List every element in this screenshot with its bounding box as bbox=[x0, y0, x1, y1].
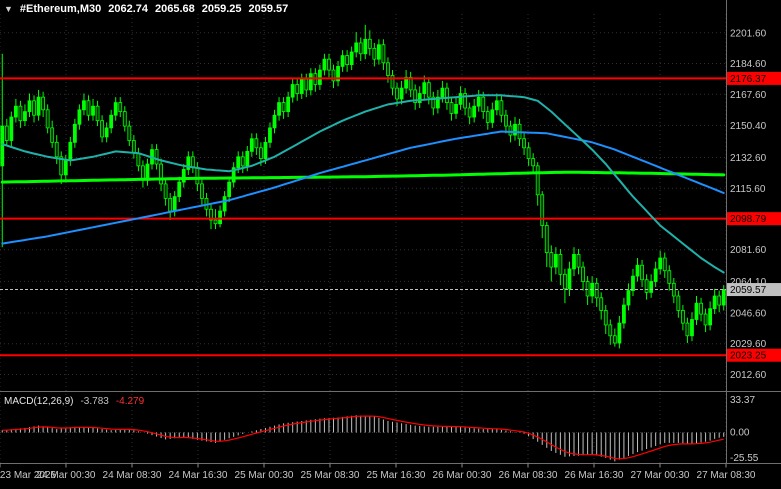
time-tick-label: 27 Mar 00:30 bbox=[631, 470, 690, 481]
time-tick-label: 26 Mar 16:30 bbox=[565, 470, 624, 481]
ma-mid-blue bbox=[1, 130, 725, 245]
time-tick-label: 23 Mar 2026 bbox=[0, 470, 57, 481]
time-tick-label: 25 Mar 00:30 bbox=[235, 470, 294, 481]
price-tick-label: 2201.60 bbox=[730, 28, 767, 39]
price-tick-label: 2046.60 bbox=[730, 308, 767, 319]
ohlc-open: 2062.74 bbox=[108, 3, 148, 15]
ohlc-close: 2059.57 bbox=[248, 3, 289, 15]
horizontal-price-lines[interactable]: 2176.37 2098.79 2023.25 bbox=[0, 71, 781, 362]
time-tick-label: 24 Mar 16:30 bbox=[169, 470, 228, 481]
price-tick-label: 2115.60 bbox=[730, 184, 766, 195]
price-tick-label: 2064.10 bbox=[730, 277, 767, 288]
ohlc-high: 2065.68 bbox=[155, 3, 195, 15]
hline-price-badge bbox=[727, 348, 781, 362]
current-price-badge bbox=[727, 283, 781, 297]
time-tick-label: 26 Mar 00:30 bbox=[433, 470, 492, 481]
macd-signal-line bbox=[2, 415, 724, 460]
current-price-label: 2059.57 bbox=[730, 285, 767, 296]
current-price-marker: 2059.57 bbox=[0, 283, 781, 297]
ma-fast-teal bbox=[1, 94, 725, 274]
hline-price-badge bbox=[727, 71, 781, 85]
ma-slow-lime bbox=[0, 170, 726, 184]
price-axis[interactable]: 2201.60 2184.60 2167.60 2150.40 2132.60 2115.… bbox=[730, 28, 767, 381]
time-tick-label: 25 Mar 16:30 bbox=[367, 470, 426, 481]
macd-scale-label: -25.55 bbox=[730, 453, 759, 464]
hline-price-label: 2176.37 bbox=[730, 74, 767, 85]
macd-indicator-label: MACD(12,26,9) -3.783 -4.279 bbox=[4, 396, 144, 407]
one-click-trading-arrow-icon[interactable]: ▼ bbox=[4, 4, 13, 14]
macd-scale-label: 0.00 bbox=[730, 428, 750, 439]
price-tick-label: 2150.40 bbox=[730, 121, 767, 132]
ohlc-low: 2059.25 bbox=[201, 3, 242, 15]
hline-price-label: 2098.79 bbox=[730, 214, 767, 225]
price-tick-label: 2184.60 bbox=[730, 59, 767, 70]
macd-scale-label: 33.37 bbox=[730, 395, 755, 406]
macd-name: MACD(12,26,9) bbox=[4, 396, 74, 407]
price-tick-label: 2012.60 bbox=[730, 370, 767, 381]
time-tick-label: 26 Mar 08:30 bbox=[499, 470, 558, 481]
symbol-timeframe-label: #Ethereum,M30 bbox=[19, 3, 102, 15]
time-tick-label: 27 Mar 08:30 bbox=[697, 470, 756, 481]
macd-pane: 33.37 0.00 -25.55 bbox=[0, 395, 759, 464]
hline-price-badge bbox=[727, 212, 781, 226]
macd-signal-value: -4.279 bbox=[115, 396, 145, 407]
price-tick-label: 2167.60 bbox=[730, 90, 767, 101]
price-tick-label: 2029.60 bbox=[730, 339, 767, 350]
price-tick-label: 2081.60 bbox=[730, 245, 767, 256]
price-tick-label: 2132.60 bbox=[730, 153, 767, 164]
time-tick-label: 25 Mar 08:30 bbox=[301, 470, 360, 481]
macd-main-value: -3.783 bbox=[80, 396, 109, 407]
time-tick-label: 24 Mar 08:30 bbox=[103, 470, 162, 481]
chart-title: ▼ #Ethereum,M30 2062.74 2065.68 2059.25 … bbox=[4, 3, 288, 16]
time-tick-label: 24 Mar 00:30 bbox=[37, 470, 96, 481]
hline-price-label: 2023.25 bbox=[730, 351, 767, 362]
